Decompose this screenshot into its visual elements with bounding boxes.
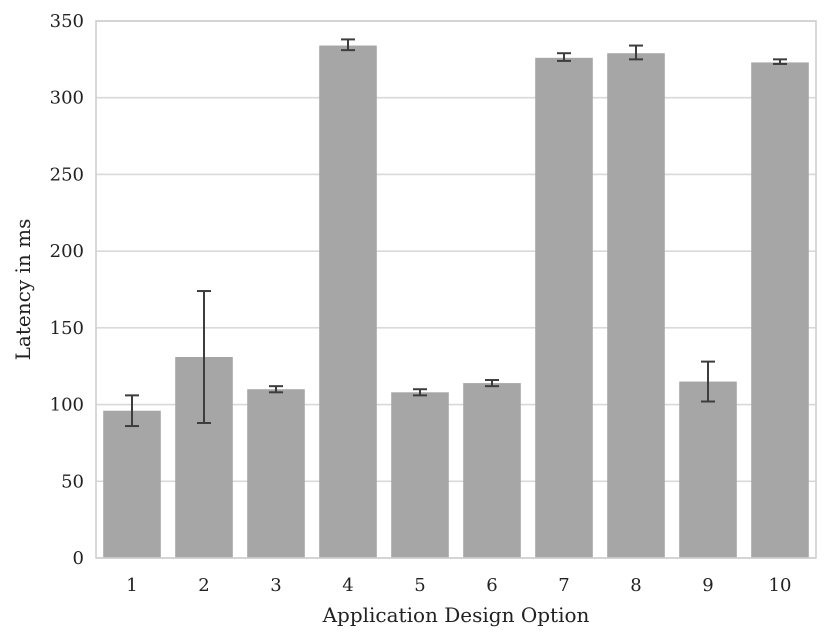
x-tick-label: 10 [769, 575, 792, 596]
bar [751, 62, 809, 558]
plot-frame [95, 20, 817, 559]
bar [247, 389, 305, 558]
y-tick-label: 150 [50, 318, 84, 339]
error-bar [197, 290, 211, 424]
y-axis-label: Latency in ms [11, 219, 35, 361]
x-tick-label: 5 [414, 575, 425, 596]
x-axis-label: Application Design Option [322, 603, 590, 627]
error-bar [629, 44, 643, 61]
x-tick-label: 8 [630, 575, 641, 596]
bar [319, 45, 377, 558]
error-bar [125, 394, 139, 428]
x-tick-label: 2 [198, 575, 209, 596]
y-tick-label: 350 [50, 11, 84, 32]
y-tick-label: 300 [50, 88, 84, 109]
x-tick-label: 6 [486, 575, 497, 596]
bar [679, 381, 737, 558]
x-tick-label: 4 [342, 575, 353, 596]
error-bar [485, 379, 499, 388]
x-tick-label: 7 [558, 575, 569, 596]
bar [463, 383, 521, 558]
bars [103, 45, 809, 559]
y-tick-label: 250 [50, 164, 84, 185]
x-tick-label: 9 [702, 575, 713, 596]
y-tick-labels: 0 50 100 150 200 250 300 350 [50, 11, 84, 569]
bar [103, 410, 161, 558]
error-bar [341, 38, 355, 52]
x-tick-label: 1 [126, 575, 137, 596]
error-bar [413, 388, 427, 397]
y-tick-label: 100 [50, 395, 84, 416]
bar [391, 392, 449, 558]
bar [607, 53, 665, 558]
x-tick-labels: 1 2 3 4 5 6 7 8 9 10 [126, 575, 791, 596]
bar [535, 57, 593, 559]
y-tick-label: 0 [73, 548, 84, 569]
error-bar [701, 360, 715, 403]
error-bar [557, 52, 571, 62]
x-tick-label: 3 [270, 575, 281, 596]
error-bar [773, 58, 787, 65]
y-tick-label: 200 [50, 241, 84, 262]
error-bars [125, 38, 787, 428]
y-tick-label: 50 [61, 471, 84, 492]
error-bar [269, 385, 283, 394]
